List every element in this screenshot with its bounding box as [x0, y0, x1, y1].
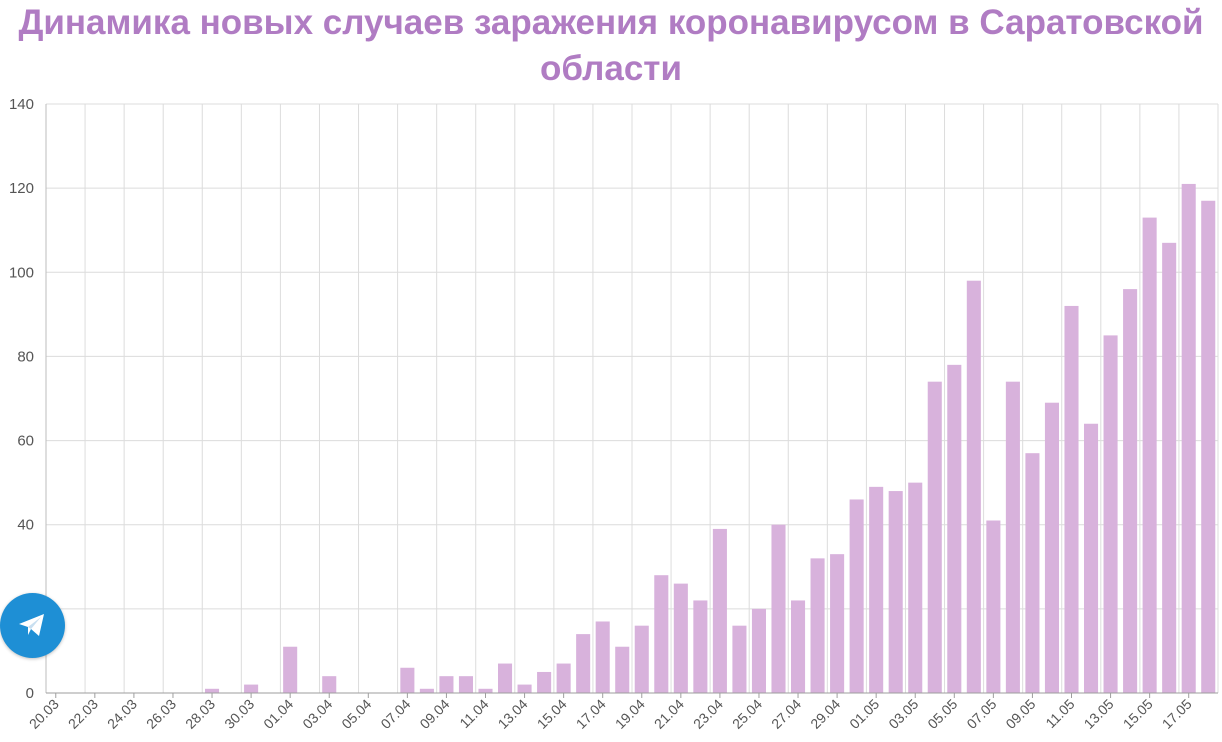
x-tick-label: 11.04 — [456, 696, 492, 732]
x-tick-label: 03.04 — [299, 696, 335, 732]
y-tick-label: 60 — [17, 433, 34, 450]
bar — [693, 600, 708, 693]
bar — [771, 524, 786, 693]
x-tick-label: 27.04 — [768, 696, 804, 732]
bar — [869, 486, 884, 693]
x-tick-label: 15.04 — [534, 696, 570, 732]
x-tick-label: 23.04 — [690, 696, 726, 732]
bar — [537, 671, 552, 693]
bar — [673, 583, 688, 693]
bar — [1201, 200, 1216, 693]
chart-title-line-1: Динамика новых случаев заражения коронав… — [18, 3, 1204, 42]
x-tick-label: 11.05 — [1042, 696, 1078, 732]
chart-title: Динамика новых случаев заражения коронав… — [0, 0, 1222, 92]
x-tick-label: 13.05 — [1081, 696, 1117, 732]
paper-plane-icon — [19, 614, 44, 636]
x-tick-label: 03.05 — [885, 696, 921, 732]
bar — [1181, 183, 1196, 693]
x-tick-label: 29.04 — [807, 696, 843, 732]
y-tick-label: 40 — [17, 517, 34, 534]
bar — [419, 688, 434, 693]
x-tick-label: 17.04 — [573, 696, 609, 732]
bar — [1142, 217, 1157, 694]
x-tick-label: 26.03 — [143, 696, 179, 732]
bar — [1103, 335, 1118, 693]
bar — [1064, 305, 1079, 693]
bar — [576, 634, 591, 693]
x-tick-label: 17.05 — [1159, 696, 1195, 732]
telegram-share-button[interactable] — [0, 593, 65, 658]
bar — [615, 646, 630, 693]
bar — [498, 663, 513, 693]
bar — [1025, 453, 1040, 693]
x-tick-label: 19.04 — [612, 696, 648, 732]
x-tick-label: 07.05 — [963, 696, 999, 732]
bar — [517, 684, 532, 693]
bar — [556, 663, 571, 693]
bar — [751, 608, 766, 693]
x-tick-label: 30.03 — [221, 696, 257, 732]
x-tick-label: 05.04 — [338, 696, 374, 732]
bar — [791, 600, 806, 693]
bar — [849, 499, 864, 693]
bar — [810, 558, 825, 693]
bar — [1162, 242, 1177, 694]
y-tick-label: 120 — [9, 180, 34, 197]
bar — [927, 381, 942, 693]
x-tick-label: 07.04 — [377, 696, 413, 732]
x-tick-label: 09.05 — [1002, 696, 1038, 732]
bar — [595, 621, 610, 693]
bar — [986, 520, 1001, 693]
x-tick-label: 22.03 — [65, 696, 101, 732]
x-tick-label: 21.04 — [651, 696, 687, 732]
bar — [732, 625, 747, 693]
x-tick-label: 05.05 — [924, 696, 960, 732]
bar — [966, 280, 981, 693]
x-tick-label: 01.04 — [260, 696, 296, 732]
bar — [1005, 381, 1020, 693]
bar — [205, 688, 220, 693]
bar — [888, 491, 903, 693]
y-tick-label: 0 — [26, 685, 34, 702]
bar — [908, 482, 923, 693]
chart-title-line-2: области — [540, 49, 682, 88]
bar — [439, 676, 454, 693]
y-tick-label: 100 — [9, 264, 34, 281]
bar — [400, 667, 415, 693]
x-tick-label: 09.04 — [416, 696, 452, 732]
y-tick-label: 140 — [9, 96, 34, 113]
bar — [830, 554, 845, 693]
bar — [458, 676, 473, 693]
bar — [1044, 402, 1059, 693]
x-tick-label: 15.05 — [1120, 696, 1156, 732]
y-tick-label: 80 — [17, 348, 34, 365]
x-tick-label: 24.03 — [104, 696, 140, 732]
bar — [1123, 289, 1138, 693]
x-tick-label: 01.05 — [846, 696, 882, 732]
bar — [712, 528, 727, 693]
bar — [634, 625, 649, 693]
bar — [283, 646, 298, 693]
x-tick-label: 13.04 — [495, 696, 531, 732]
x-tick-label: 28.03 — [182, 696, 218, 732]
x-tick-label: 25.04 — [729, 696, 765, 732]
bar — [947, 364, 962, 693]
bar — [1084, 423, 1099, 693]
bar — [654, 575, 669, 693]
bar — [478, 688, 493, 693]
bar — [244, 684, 259, 693]
bar — [322, 676, 337, 693]
